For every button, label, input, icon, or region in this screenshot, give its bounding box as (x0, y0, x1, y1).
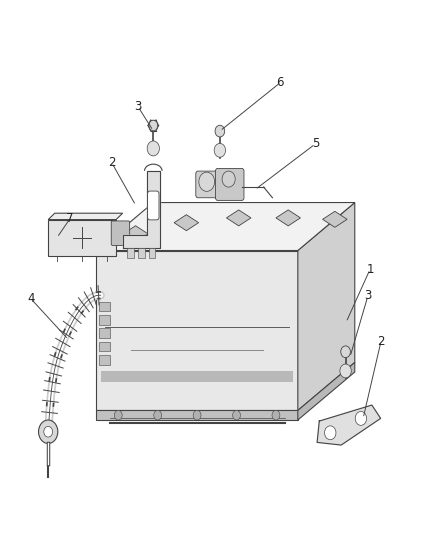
Polygon shape (48, 220, 116, 256)
Circle shape (222, 171, 235, 187)
Polygon shape (317, 405, 381, 445)
Bar (99, 355, 110, 365)
Bar (99, 302, 110, 311)
Polygon shape (322, 211, 347, 227)
Circle shape (147, 141, 159, 156)
Circle shape (154, 410, 162, 420)
Bar (101, 371, 293, 382)
Polygon shape (298, 203, 355, 410)
Circle shape (341, 346, 350, 358)
Polygon shape (123, 171, 160, 248)
Polygon shape (298, 362, 355, 420)
Circle shape (149, 120, 158, 131)
Circle shape (355, 411, 367, 425)
Circle shape (114, 410, 122, 420)
Circle shape (215, 125, 225, 137)
Polygon shape (48, 213, 123, 220)
Text: 3: 3 (364, 289, 371, 302)
Circle shape (193, 410, 201, 420)
FancyBboxPatch shape (148, 191, 159, 220)
Bar (99, 315, 110, 325)
Polygon shape (226, 210, 251, 226)
Bar (99, 342, 110, 351)
Text: 1: 1 (366, 263, 374, 276)
Text: 6: 6 (276, 76, 284, 89)
Text: 7: 7 (66, 212, 74, 225)
Bar (99, 328, 110, 338)
Circle shape (214, 143, 226, 157)
Bar (96, 410, 298, 420)
Bar (138, 248, 145, 258)
Circle shape (39, 420, 58, 443)
Circle shape (272, 410, 280, 420)
Bar (127, 248, 134, 258)
FancyBboxPatch shape (111, 221, 130, 245)
Polygon shape (96, 251, 298, 410)
Circle shape (44, 426, 53, 437)
Circle shape (325, 426, 336, 440)
Circle shape (233, 410, 240, 420)
Polygon shape (174, 215, 199, 231)
Text: 3: 3 (134, 100, 141, 113)
Polygon shape (96, 203, 355, 251)
Polygon shape (276, 210, 300, 226)
FancyBboxPatch shape (215, 168, 244, 200)
Circle shape (340, 364, 351, 378)
FancyBboxPatch shape (196, 171, 222, 198)
Text: 2: 2 (377, 335, 385, 348)
Text: 5: 5 (312, 138, 319, 150)
Polygon shape (124, 226, 148, 242)
Text: 4: 4 (27, 292, 35, 305)
Circle shape (199, 172, 215, 191)
Bar (149, 248, 155, 258)
Text: 2: 2 (108, 156, 116, 169)
